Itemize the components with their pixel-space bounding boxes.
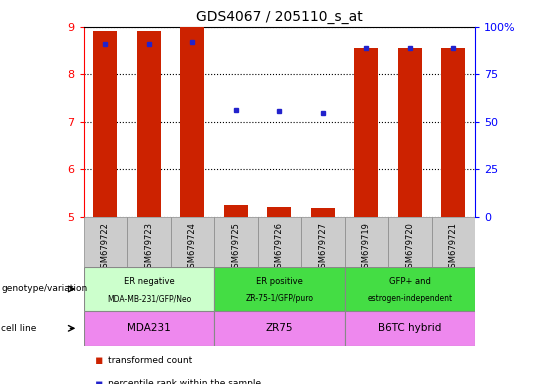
Bar	[93, 31, 117, 217]
Text: MDA231: MDA231	[127, 323, 171, 333]
Bar	[258, 217, 301, 267]
Text: GSM679720: GSM679720	[406, 222, 415, 273]
Text: ER positive: ER positive	[256, 276, 303, 286]
Bar	[398, 48, 422, 217]
Text: GSM679726: GSM679726	[275, 222, 284, 273]
Text: GSM679721: GSM679721	[449, 222, 458, 273]
Text: GSM679719: GSM679719	[362, 222, 371, 273]
Bar	[84, 311, 214, 346]
Bar	[345, 311, 475, 346]
Bar	[214, 311, 345, 346]
Bar	[311, 209, 335, 217]
Bar	[224, 205, 248, 217]
Bar	[84, 217, 127, 267]
Bar	[442, 48, 465, 217]
Text: GSM679722: GSM679722	[101, 222, 110, 273]
Text: GSM679725: GSM679725	[232, 222, 240, 273]
Text: transformed count: transformed count	[108, 356, 192, 366]
Bar	[354, 48, 379, 217]
Bar	[84, 267, 214, 311]
Bar	[137, 31, 161, 217]
Text: ER negative: ER negative	[124, 276, 174, 286]
Bar	[214, 217, 258, 267]
Text: ZR-75-1/GFP/puro: ZR-75-1/GFP/puro	[246, 294, 313, 303]
Bar	[180, 27, 205, 217]
Text: ▪: ▪	[94, 354, 103, 367]
Bar	[127, 217, 171, 267]
Text: GFP+ and: GFP+ and	[389, 276, 431, 286]
Text: percentile rank within the sample: percentile rank within the sample	[108, 379, 261, 384]
Text: ▪: ▪	[94, 377, 103, 384]
Title: GDS4067 / 205110_s_at: GDS4067 / 205110_s_at	[196, 10, 363, 25]
Bar	[345, 217, 388, 267]
Text: cell line: cell line	[1, 324, 37, 333]
Text: GSM679723: GSM679723	[145, 222, 153, 273]
Text: ZR75: ZR75	[266, 323, 293, 333]
Bar	[171, 217, 214, 267]
Text: B6TC hybrid: B6TC hybrid	[378, 323, 442, 333]
Bar	[431, 217, 475, 267]
Text: GSM679724: GSM679724	[188, 222, 197, 273]
Bar	[301, 217, 345, 267]
Bar	[267, 207, 292, 217]
Text: estrogen-independent: estrogen-independent	[367, 294, 453, 303]
Text: GSM679727: GSM679727	[319, 222, 327, 273]
Bar	[345, 267, 475, 311]
Text: MDA-MB-231/GFP/Neo: MDA-MB-231/GFP/Neo	[107, 294, 191, 303]
Bar	[214, 267, 345, 311]
Bar	[388, 217, 431, 267]
Text: genotype/variation: genotype/variation	[1, 285, 87, 293]
